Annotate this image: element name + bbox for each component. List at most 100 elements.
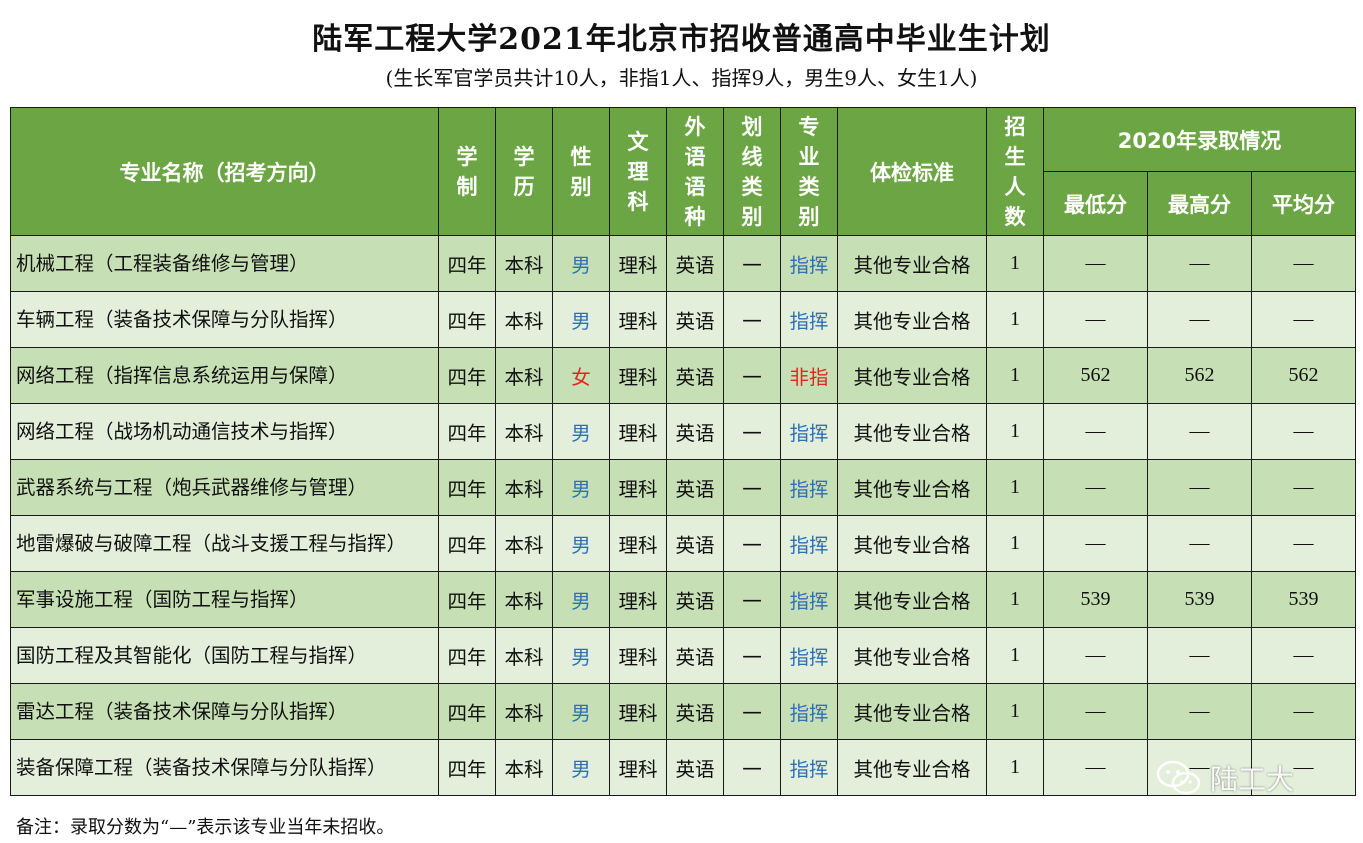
cell-max-score: —: [1147, 627, 1252, 684]
cell-xingbie: 男: [552, 683, 610, 740]
cell-avg-score: —: [1250, 291, 1357, 348]
header-zhaosheng: 招生人数: [986, 107, 1044, 236]
header-char: 业: [798, 144, 820, 169]
cell-xingbie: 男: [552, 403, 610, 460]
cell-tijian: 其他专业合格: [837, 515, 987, 572]
cell-xueli: 本科: [495, 627, 553, 684]
cell-tijian: 其他专业合格: [837, 347, 987, 404]
header-char: 科: [627, 189, 649, 214]
cell-xingbie: 男: [552, 515, 610, 572]
cell-zhaosheng: 1: [986, 291, 1044, 348]
enrollment-plan-table: 专业名称（招考方向） 学制 学历 性别 文理科 外语语种 划线类别 专业类别 体…: [10, 107, 1357, 796]
cell-huaxian: 一: [723, 459, 781, 516]
cell-wenli: 理科: [609, 459, 667, 516]
cell-xuezhi: 四年: [438, 459, 496, 516]
header-char: 文: [627, 129, 649, 154]
cell-wenli: 理科: [609, 515, 667, 572]
cell-avg-score: —: [1250, 515, 1357, 572]
cell-huaxian: 一: [723, 571, 781, 628]
cell-waiyu: 英语: [666, 683, 724, 740]
cell-avg-score: 562: [1250, 347, 1357, 404]
header-char: 外: [684, 114, 706, 139]
cell-waiyu: 英语: [666, 515, 724, 572]
cell-tijian: 其他专业合格: [837, 683, 987, 740]
header-char: 学: [456, 144, 478, 169]
table-row: 地雷爆破与破障工程（战斗支援工程与指挥） 四年 本科男理科 英语一指挥 其他专业合格 1—…: [10, 515, 1357, 572]
cell-max-score: —: [1147, 459, 1252, 516]
cell-xingbie: 男: [552, 459, 610, 516]
cell-avg-score: 539: [1250, 571, 1357, 628]
header-char: 别: [741, 204, 763, 229]
cell-xueli: 本科: [495, 403, 553, 460]
cell-huaxian: 一: [723, 235, 781, 292]
header-xueli: 学历: [495, 107, 553, 236]
cell-waiyu: 英语: [666, 291, 724, 348]
cell-min-score: —: [1043, 515, 1148, 572]
cell-zhuanye: 指挥: [780, 627, 838, 684]
cell-zhaosheng: 1: [986, 347, 1044, 404]
header-char: 别: [798, 204, 820, 229]
cell-zhuanye: 非指: [780, 347, 838, 404]
header-xingbie: 性别: [552, 107, 610, 236]
cell-xuezhi: 四年: [438, 627, 496, 684]
watermark: 陆工大: [1156, 758, 1294, 798]
cell-min-score: 562: [1043, 347, 1148, 404]
cell-avg-score: —: [1250, 683, 1357, 740]
cell-max-score: —: [1147, 683, 1252, 740]
cell-zhuanye: 指挥: [780, 459, 838, 516]
cell-xueli: 本科: [495, 291, 553, 348]
cell-tijian: 其他专业合格: [837, 291, 987, 348]
header-char: 划: [741, 114, 763, 139]
cell-tijian: 其他专业合格: [837, 403, 987, 460]
table-row: 机械工程（工程装备维修与管理） 四年 本科男理科 英语一指挥 其他专业合格 1— — —: [10, 235, 1357, 292]
cell-max-score: —: [1147, 235, 1252, 292]
footnote: 备注：录取分数为“—”表示该专业当年未招收。: [16, 817, 395, 838]
cell-tijian: 其他专业合格: [837, 739, 987, 796]
cell-tijian: 其他专业合格: [837, 627, 987, 684]
cell-wenli: 理科: [609, 403, 667, 460]
cell-max-score: 539: [1147, 571, 1252, 628]
wechat-icon: [1156, 760, 1201, 795]
cell-xingbie: 男: [552, 235, 610, 292]
cell-min-score: —: [1043, 627, 1148, 684]
cell-major-name: 车辆工程（装备技术保障与分队指挥）: [10, 291, 439, 348]
cell-min-score: —: [1043, 235, 1148, 292]
cell-major-name: 武器系统与工程（炮兵武器维修与管理）: [10, 459, 439, 516]
cell-xueli: 本科: [495, 683, 553, 740]
cell-huaxian: 一: [723, 515, 781, 572]
cell-xueli: 本科: [495, 459, 553, 516]
cell-min-score: —: [1043, 739, 1148, 796]
cell-max-score: —: [1147, 403, 1252, 460]
cell-major-name: 雷达工程（装备技术保障与分队指挥）: [10, 683, 439, 740]
header-char: 制: [456, 174, 478, 199]
cell-zhuanye: 指挥: [780, 739, 838, 796]
header-char: 生: [1004, 144, 1026, 169]
cell-xingbie: 男: [552, 571, 610, 628]
table-row: 网络工程（指挥信息系统运用与保障） 四年 本科女理科 英语一非指 其他专业合格 1 562 5…: [10, 347, 1357, 404]
cell-xingbie: 男: [552, 627, 610, 684]
cell-zhuanye: 指挥: [780, 291, 838, 348]
cell-xuezhi: 四年: [438, 403, 496, 460]
cell-major-name: 装备保障工程（装备技术保障与分队指挥）: [10, 739, 439, 796]
cell-wenli: 理科: [609, 627, 667, 684]
cell-waiyu: 英语: [666, 235, 724, 292]
header-char: 招: [1004, 114, 1026, 139]
cell-max-score: —: [1147, 515, 1252, 572]
header-char: 历: [513, 174, 535, 199]
cell-zhuanye: 指挥: [780, 571, 838, 628]
page-subtitle: (生长军官学员共计10人，非指1人、指挥9人，男生9人、女生1人): [385, 66, 978, 90]
cell-zhaosheng: 1: [986, 515, 1044, 572]
table-row: 雷达工程（装备技术保障与分队指挥） 四年 本科男理科 英语一指挥 其他专业合格 1— — —: [10, 683, 1357, 740]
header-char: 人: [1004, 174, 1026, 199]
cell-avg-score: —: [1250, 403, 1357, 460]
cell-huaxian: 一: [723, 627, 781, 684]
cell-min-score: 539: [1043, 571, 1148, 628]
cell-wenli: 理科: [609, 571, 667, 628]
table-row: 网络工程（战场机动通信技术与指挥） 四年 本科男理科 英语一指挥 其他专业合格 1— — —: [10, 403, 1357, 460]
cell-zhaosheng: 1: [986, 459, 1044, 516]
cell-tijian: 其他专业合格: [837, 235, 987, 292]
header-min: 最低分: [1043, 171, 1148, 236]
header-xuezhi: 学制: [438, 107, 496, 236]
table-row: 车辆工程（装备技术保障与分队指挥） 四年 本科男理科 英语一指挥 其他专业合格 1— — —: [10, 291, 1357, 348]
header-char: 理: [627, 159, 649, 184]
